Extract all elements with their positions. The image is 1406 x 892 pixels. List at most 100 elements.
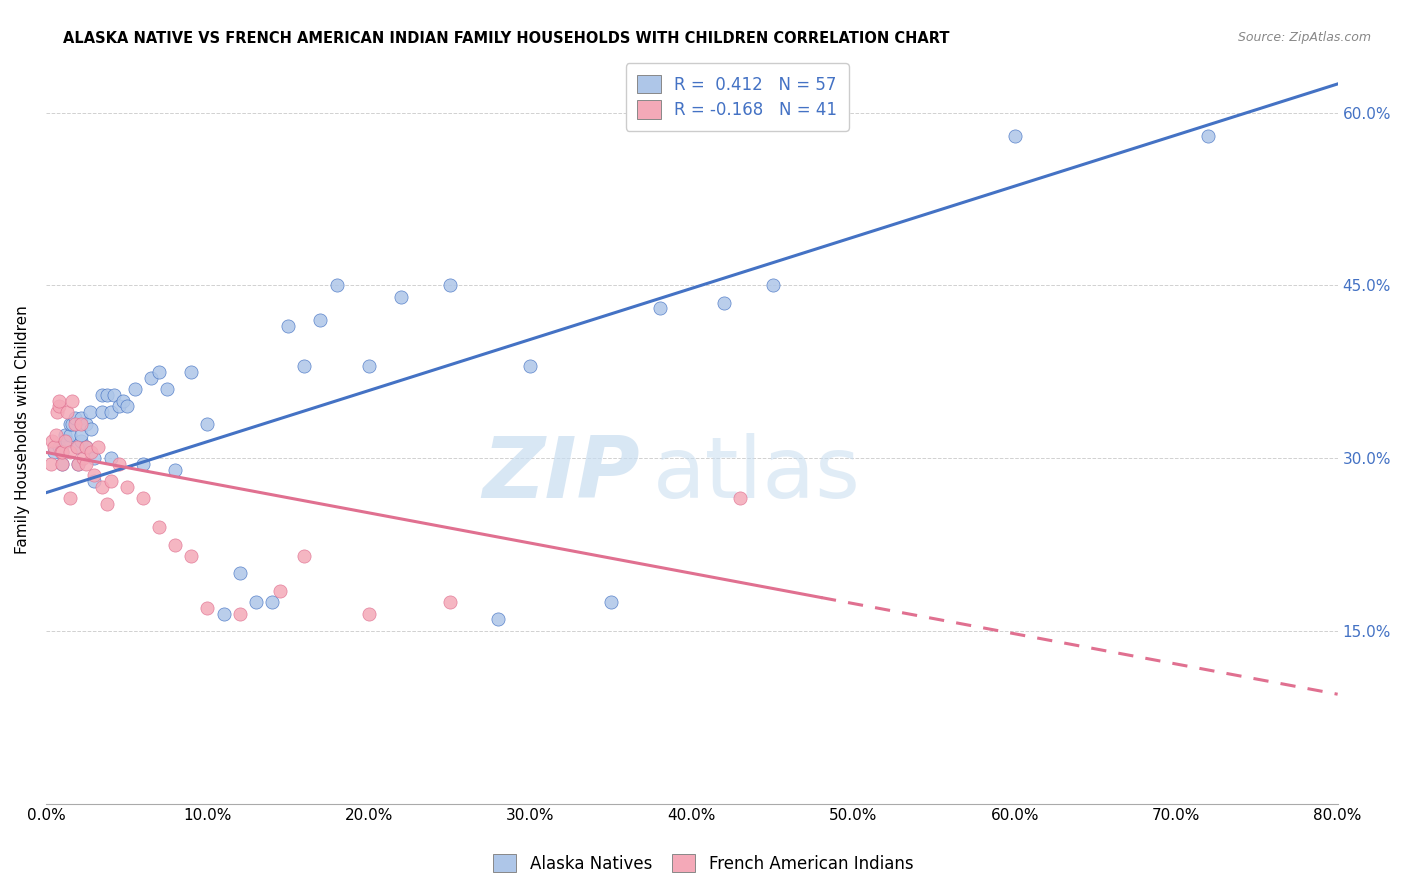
Point	[70, 410, 93, 425]
Point	[100, 474, 122, 488]
Point	[83, 468, 105, 483]
Point	[75, 417, 97, 431]
Point	[56, 405, 79, 419]
Point	[75, 440, 97, 454]
Point	[292, 359, 315, 373]
Text: ZIP: ZIP	[482, 433, 640, 516]
Point	[67, 457, 90, 471]
Point	[41, 434, 63, 448]
Point	[180, 549, 202, 563]
Point	[63, 417, 86, 431]
Point	[42, 440, 65, 454]
Point	[148, 520, 170, 534]
Point	[53, 428, 76, 442]
Point	[45, 428, 67, 442]
Point	[713, 295, 735, 310]
Point	[51, 445, 73, 459]
Point	[60, 393, 83, 408]
Point	[1198, 128, 1220, 143]
Point	[156, 382, 179, 396]
Point	[165, 463, 187, 477]
Point	[761, 278, 783, 293]
Point	[197, 600, 219, 615]
Point	[96, 497, 118, 511]
Point	[107, 457, 129, 471]
Point	[75, 440, 97, 454]
Point	[277, 318, 299, 333]
Point	[70, 434, 93, 448]
Point	[51, 457, 73, 471]
Point	[100, 405, 122, 419]
Point	[48, 440, 70, 454]
Point	[357, 359, 380, 373]
Point	[80, 422, 103, 436]
Legend: R =  0.412   N = 57, R = -0.168   N = 41: R = 0.412 N = 57, R = -0.168 N = 41	[626, 63, 848, 131]
Point	[46, 405, 69, 419]
Point	[486, 612, 509, 626]
Point	[309, 313, 332, 327]
Point	[80, 445, 103, 459]
Point	[63, 410, 86, 425]
Point	[648, 301, 671, 316]
Point	[59, 417, 82, 431]
Point	[91, 480, 114, 494]
Point	[79, 405, 101, 419]
Point	[115, 400, 138, 414]
Point	[728, 491, 751, 506]
Point	[228, 607, 250, 621]
Point	[59, 445, 82, 459]
Point	[107, 400, 129, 414]
Point	[389, 290, 412, 304]
Point	[48, 393, 70, 408]
Point	[67, 457, 90, 471]
Point	[439, 278, 461, 293]
Point	[165, 537, 187, 551]
Point	[439, 595, 461, 609]
Point	[70, 428, 93, 442]
Point	[212, 607, 235, 621]
Point	[39, 457, 62, 471]
Point	[269, 583, 291, 598]
Point	[59, 491, 82, 506]
Point	[51, 457, 73, 471]
Point	[1004, 128, 1026, 143]
Point	[51, 445, 73, 459]
Legend: Alaska Natives, French American Indians: Alaska Natives, French American Indians	[486, 847, 920, 880]
Point	[86, 440, 108, 454]
Point	[132, 491, 155, 506]
Point	[519, 359, 541, 373]
Point	[197, 417, 219, 431]
Point	[53, 434, 76, 448]
Point	[100, 451, 122, 466]
Point	[260, 595, 283, 609]
Point	[66, 440, 89, 454]
Point	[67, 440, 90, 454]
Point	[42, 445, 65, 459]
Point	[83, 451, 105, 466]
Text: Source: ZipAtlas.com: Source: ZipAtlas.com	[1237, 31, 1371, 45]
Point	[115, 480, 138, 494]
Point	[292, 549, 315, 563]
Point	[124, 382, 146, 396]
Point	[357, 607, 380, 621]
Point	[148, 365, 170, 379]
Point	[70, 417, 93, 431]
Point	[132, 457, 155, 471]
Point	[180, 365, 202, 379]
Point	[112, 393, 135, 408]
Point	[83, 474, 105, 488]
Point	[60, 417, 83, 431]
Point	[245, 595, 267, 609]
Point	[228, 566, 250, 581]
Point	[139, 370, 162, 384]
Point	[96, 388, 118, 402]
Point	[91, 388, 114, 402]
Point	[600, 595, 623, 609]
Text: ALASKA NATIVE VS FRENCH AMERICAN INDIAN FAMILY HOUSEHOLDS WITH CHILDREN CORRELAT: ALASKA NATIVE VS FRENCH AMERICAN INDIAN …	[63, 31, 950, 46]
Point	[103, 388, 125, 402]
Point	[75, 457, 97, 471]
Point	[91, 405, 114, 419]
Point	[56, 434, 79, 448]
Point	[59, 428, 82, 442]
Point	[72, 451, 94, 466]
